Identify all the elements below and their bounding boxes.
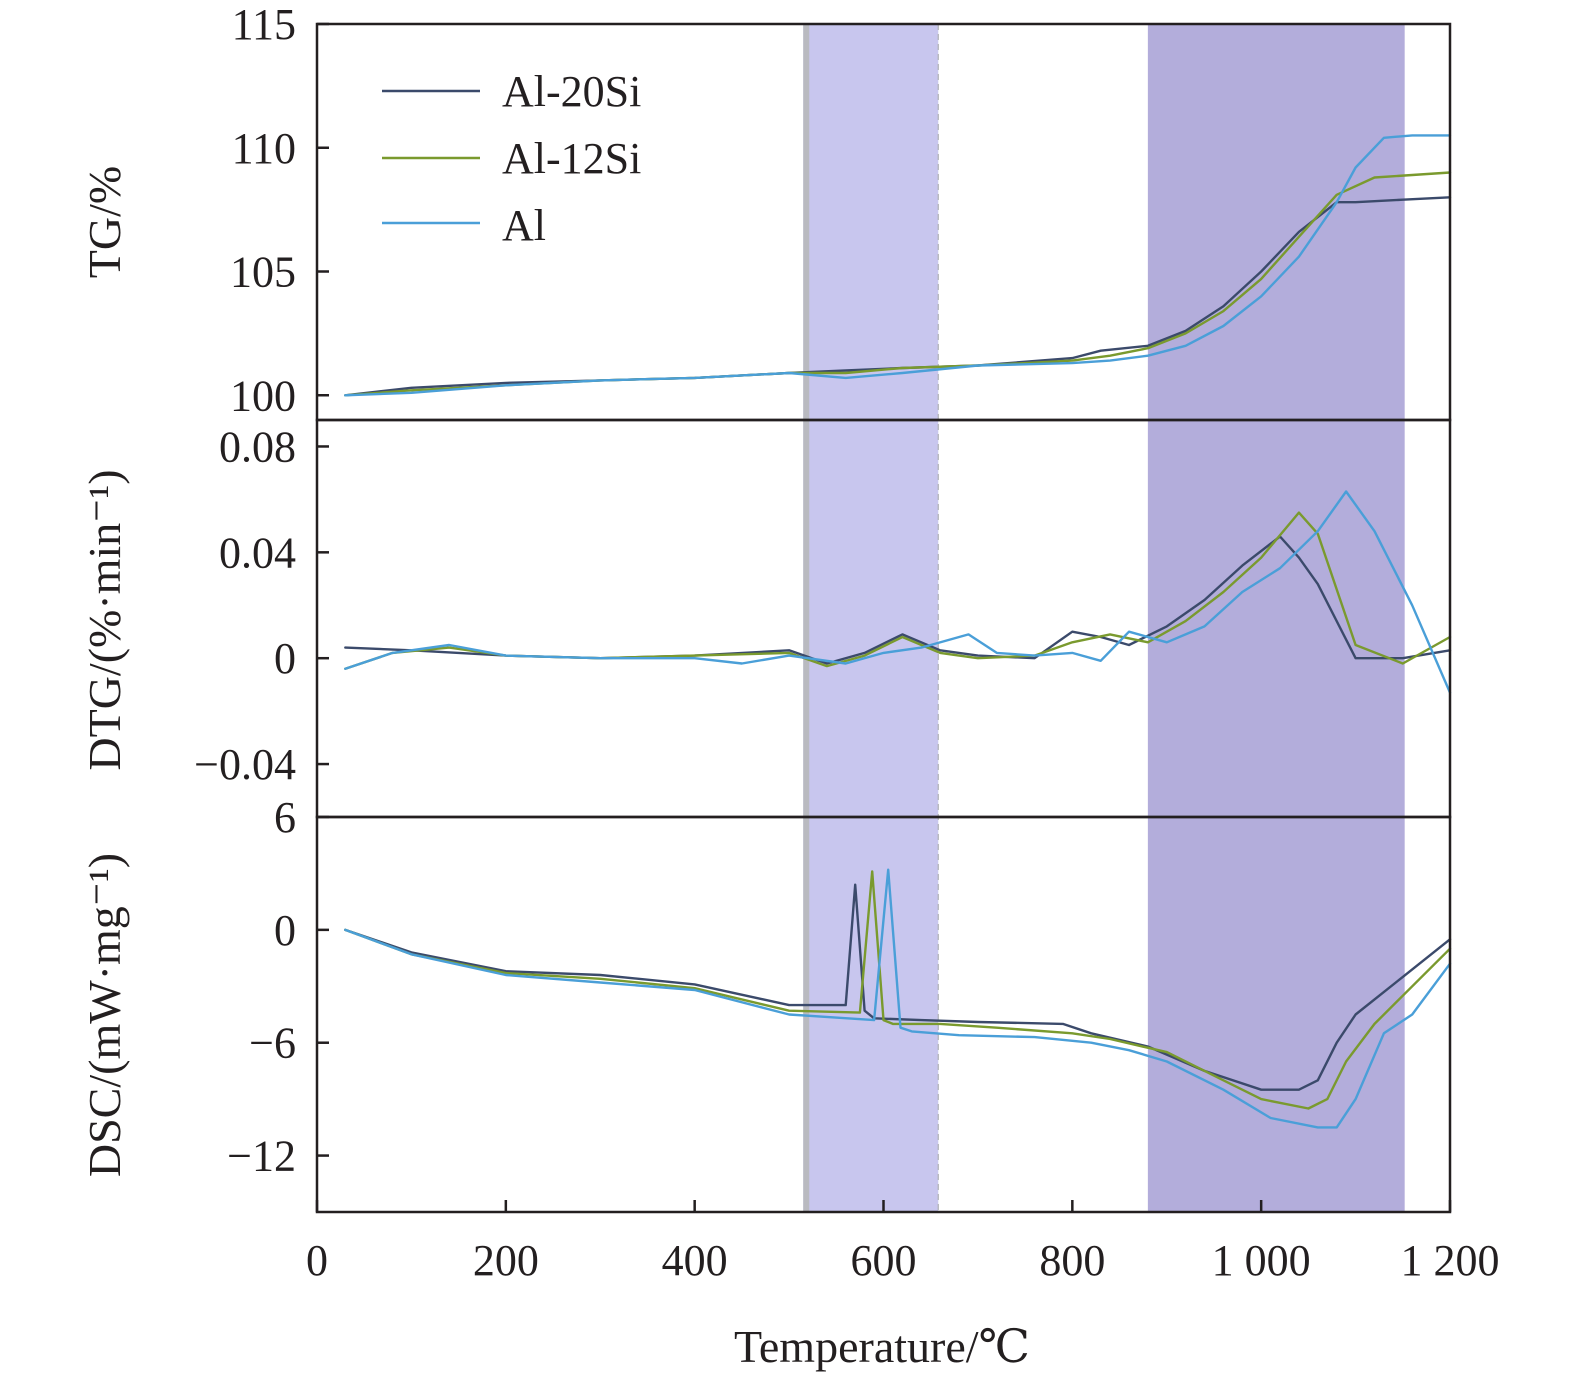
x-tick-label: 1 200	[1401, 1236, 1500, 1285]
dtg-y-tick-label: 0	[274, 634, 296, 683]
dtg-y-axis-title: DTG/(%·min⁻¹)	[79, 469, 130, 770]
tg-y-tick-label: 100	[230, 371, 296, 420]
x-tick-label: 400	[662, 1236, 728, 1285]
dtg-y-tick-label: 0.08	[219, 422, 296, 471]
dsc-y-tick-label: 6	[274, 793, 296, 842]
dtg-panel: −0.04 0 0.04 0.08 DTG/(%·min⁻¹)	[79, 418, 1452, 819]
tg-y-tick-label: 115	[232, 0, 296, 49]
dtg-y-tick-label: 0.04	[219, 528, 296, 577]
dsc-series-al-12si	[344, 870, 1452, 1110]
tg-y-axis-title: TG/%	[79, 166, 130, 278]
legend-label-al-20si: Al-20Si	[502, 67, 641, 116]
dsc-series-group	[344, 868, 1452, 1129]
dtg-series-al	[344, 490, 1452, 694]
legend-label-al: Al	[502, 201, 546, 250]
x-tick-label: 1 000	[1212, 1236, 1311, 1285]
x-axis: 0 200 400 600 800 1 000 1 200	[306, 1200, 1500, 1285]
tg-panel: 100 105 110 115 TG/%	[79, 0, 1452, 422]
shaded-regions	[803, 24, 1405, 1212]
dsc-y-tick-label: −6	[249, 1019, 296, 1068]
tg-y-axis: 100 105 110 115	[230, 0, 329, 420]
legend-label-al-12si: Al-12Si	[502, 134, 641, 183]
x-axis-title: Temperature/℃	[734, 1321, 1030, 1372]
x-tick-label: 200	[473, 1236, 539, 1285]
dsc-panel: −12 −6 0 6 DSC/(mW·mg⁻¹)	[79, 793, 1452, 1214]
dsc-y-tick-label: −12	[227, 1132, 296, 1181]
tg-y-tick-label: 105	[230, 248, 296, 297]
dsc-y-axis-title: DSC/(mW·mg⁻¹)	[79, 853, 130, 1177]
legend: Al-20Si Al-12Si Al	[382, 67, 641, 250]
dsc-series-al	[344, 868, 1452, 1129]
dsc-series-al-20si	[344, 883, 1452, 1091]
x-tick-label: 0	[306, 1236, 328, 1285]
dtg-y-tick-label: −0.04	[194, 740, 296, 789]
tg-series-al	[344, 134, 1452, 397]
tg-series-group	[344, 134, 1452, 397]
dsc-y-tick-label: 0	[274, 906, 296, 955]
dtg-series-group	[344, 490, 1452, 694]
shaded-region-1	[803, 24, 939, 1212]
dtg-y-axis: −0.04 0 0.04 0.08	[194, 422, 329, 789]
x-tick-label: 600	[851, 1236, 917, 1285]
dsc-y-axis: −12 −6 0 6	[227, 793, 329, 1181]
tg-y-tick-label: 110	[232, 124, 296, 173]
x-tick-label: 800	[1039, 1236, 1105, 1285]
